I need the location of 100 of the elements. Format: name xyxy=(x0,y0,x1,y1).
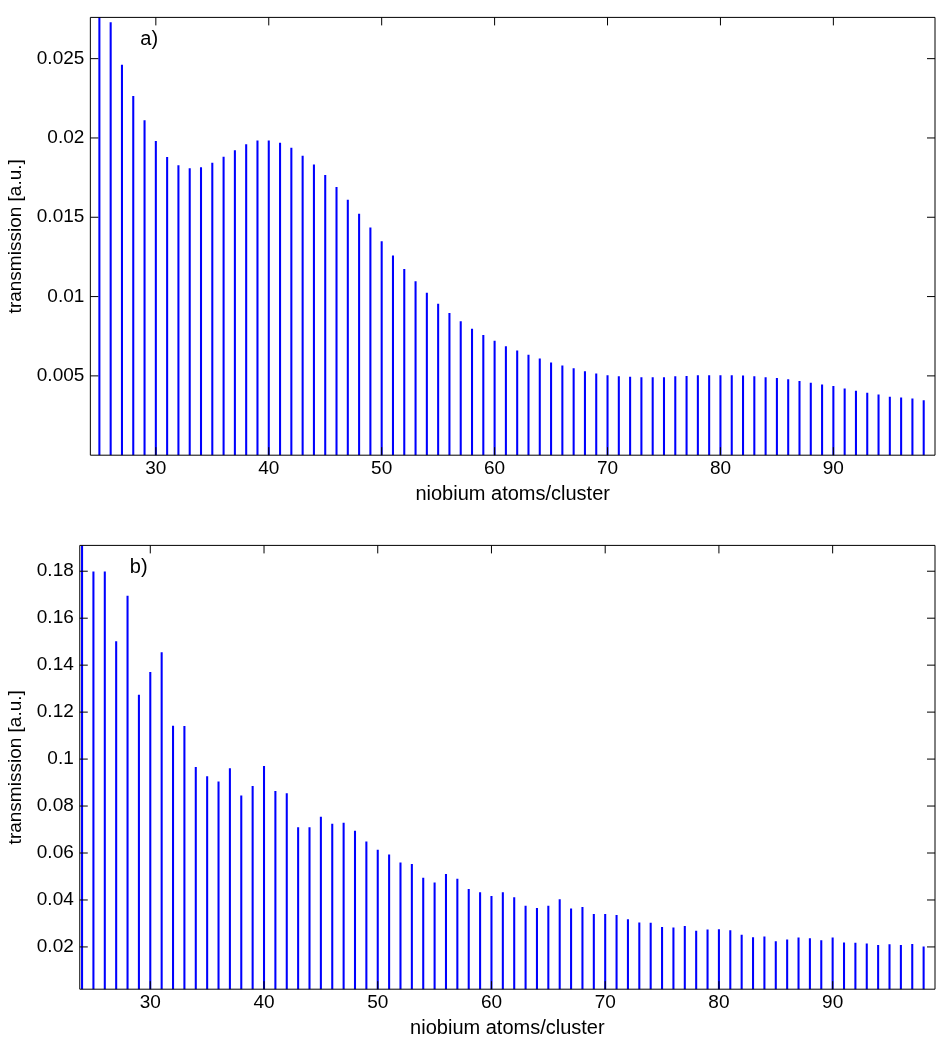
bar xyxy=(324,175,327,456)
annotation: a) xyxy=(140,26,159,49)
bar xyxy=(369,227,372,456)
annotation: b) xyxy=(129,554,148,577)
y-tick-label: 0.025 xyxy=(36,46,85,68)
x-tick-label: 80 xyxy=(708,990,730,1012)
bar xyxy=(606,375,609,456)
y-axis-title: transmission [a.u.] xyxy=(3,159,25,314)
bar xyxy=(911,398,914,456)
bar xyxy=(120,64,123,456)
bar xyxy=(742,375,745,456)
bar xyxy=(425,292,428,456)
bar xyxy=(629,376,632,456)
y-tick-label: 0.015 xyxy=(36,205,85,227)
x-tick-label: 90 xyxy=(822,990,844,1012)
bar xyxy=(866,392,869,456)
bar xyxy=(109,22,112,456)
bar xyxy=(719,375,722,456)
bar xyxy=(854,390,857,456)
bar xyxy=(696,375,699,456)
y-tick-label: 0.06 xyxy=(36,841,74,863)
bar xyxy=(290,147,293,456)
bar xyxy=(211,162,214,456)
x-tick-label: 50 xyxy=(371,456,393,478)
bar xyxy=(832,386,835,456)
bar xyxy=(132,96,135,456)
x-tick-label: 30 xyxy=(139,990,161,1012)
x-tick-label: 90 xyxy=(822,456,844,478)
bar xyxy=(493,340,496,456)
bar xyxy=(708,375,711,456)
bar xyxy=(516,350,519,456)
x-tick-label: 30 xyxy=(145,456,167,478)
bar xyxy=(335,186,338,456)
x-tick-label: 60 xyxy=(480,990,503,1012)
bar xyxy=(651,377,654,456)
bar xyxy=(470,328,474,456)
bar xyxy=(730,375,733,456)
bar xyxy=(358,213,361,456)
bar xyxy=(301,155,304,456)
bar xyxy=(459,321,462,456)
x-tick-label: 50 xyxy=(367,990,389,1012)
y-axis-title: transmission [a.u.] xyxy=(3,690,25,845)
bar xyxy=(98,17,101,456)
y-tick-label: 0.005 xyxy=(36,364,85,386)
bar xyxy=(414,281,417,456)
bar xyxy=(640,377,643,456)
bar xyxy=(437,303,440,456)
bar xyxy=(346,199,349,456)
bar xyxy=(391,255,395,456)
y-tick-label: 0.14 xyxy=(36,653,75,675)
bar xyxy=(380,241,383,456)
bar xyxy=(482,335,485,456)
bar xyxy=(583,371,586,456)
bar xyxy=(267,140,270,456)
x-tick-label: 40 xyxy=(258,456,280,478)
bar xyxy=(787,379,790,456)
bar xyxy=(279,142,282,456)
bar xyxy=(572,368,575,456)
bar xyxy=(764,377,767,456)
y-tick-label: 0.12 xyxy=(36,700,74,722)
y-tick-label: 0.1 xyxy=(47,747,74,769)
x-tick-label: 40 xyxy=(253,990,275,1012)
bar xyxy=(561,365,564,456)
y-tick-label: 0.02 xyxy=(36,935,74,957)
x-tick-label: 80 xyxy=(709,456,732,478)
bar xyxy=(753,376,756,456)
bar xyxy=(166,156,169,456)
y-tick-label: 0.08 xyxy=(36,794,74,816)
bar xyxy=(448,312,451,456)
bar xyxy=(188,168,191,456)
bar xyxy=(617,376,620,456)
y-tick-label: 0.18 xyxy=(36,559,74,581)
bar xyxy=(233,150,236,456)
x-axis-title: niobium atoms/cluster xyxy=(410,1015,605,1038)
bar xyxy=(662,377,666,456)
bar xyxy=(843,388,846,456)
bar xyxy=(504,346,507,456)
bar xyxy=(527,354,530,456)
x-tick-label: 60 xyxy=(484,456,506,478)
y-tick-label: 0.04 xyxy=(36,888,75,910)
y-tick-label: 0.02 xyxy=(47,126,85,148)
bar xyxy=(154,141,157,456)
y-tick-label: 0.01 xyxy=(47,284,85,306)
bar xyxy=(900,397,903,456)
x-tick-label: 70 xyxy=(596,456,619,478)
bar xyxy=(809,382,812,456)
bar xyxy=(177,165,180,456)
bar xyxy=(821,384,824,456)
bar xyxy=(685,375,688,456)
bar xyxy=(222,156,225,456)
bar xyxy=(674,376,677,456)
bar xyxy=(538,358,541,456)
bar xyxy=(888,396,891,456)
bar xyxy=(922,400,925,456)
bar xyxy=(256,140,259,456)
bar xyxy=(199,167,203,456)
bar xyxy=(403,269,406,456)
x-tick-label: 70 xyxy=(594,990,616,1012)
x-axis-title: niobium atoms/cluster xyxy=(415,481,611,504)
bar xyxy=(775,378,778,456)
